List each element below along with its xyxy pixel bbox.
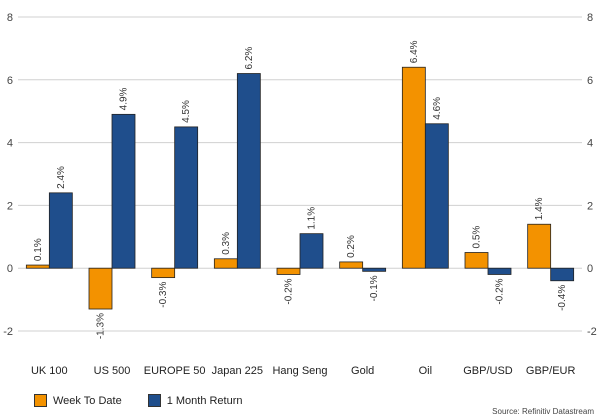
data-label: 0.5% — [472, 226, 483, 249]
data-label: 6.4% — [409, 40, 420, 63]
data-label: 1.4% — [534, 197, 545, 220]
data-label: 6.2% — [244, 47, 255, 70]
source-note: Source: Refinitiv Datastream — [492, 407, 594, 416]
y-tick-label: 0 — [7, 263, 13, 275]
bar-week-to-date — [464, 252, 489, 269]
legend-label-1-month-return: 1 Month Return — [166, 394, 243, 407]
y-tick-label: 2 — [7, 200, 13, 212]
bar-week-to-date — [151, 267, 176, 279]
legend-label-week-to-date: Week To Date — [53, 394, 122, 407]
bar-week-to-date — [25, 264, 50, 269]
y-tick-label: 4 — [587, 138, 593, 150]
y-tick-label: 0 — [587, 263, 593, 275]
data-label: -0.4% — [557, 285, 568, 311]
data-label: -0.2% — [495, 278, 506, 304]
x-category-label: US 500 — [94, 365, 131, 377]
data-label: -1.3% — [96, 313, 107, 339]
data-label: -0.2% — [284, 278, 295, 304]
x-category-label: Oil — [419, 365, 432, 377]
bar-week-to-date — [339, 261, 364, 269]
x-category-label: GBP/EUR — [526, 365, 576, 377]
data-labels: 0.1% 2.4% -1.3% 4.9% -0.3% 4.5% 0.3% 6.2% -0.2% 1… — [33, 40, 568, 339]
y-tick-label: 8 — [587, 12, 593, 24]
legend: Week To Date 1 Month Return — [34, 394, 243, 407]
bar-1-month-return — [424, 123, 449, 269]
data-label: 0.2% — [346, 235, 357, 258]
bar-week-to-date — [527, 223, 552, 269]
data-label: -0.3% — [158, 282, 169, 308]
bar-1-month-return — [111, 113, 136, 269]
data-label: 2.4% — [56, 166, 67, 189]
data-label: 4.5% — [181, 100, 192, 123]
x-category-label: Gold — [351, 365, 374, 377]
bar-week-to-date — [401, 66, 426, 269]
legend-item-week-to-date: Week To Date — [34, 394, 122, 407]
data-label: 4.6% — [432, 97, 443, 120]
x-category-label: EUROPE 50 — [144, 365, 206, 377]
y-tick-label: 4 — [7, 138, 13, 150]
bar-1-month-return — [174, 126, 199, 269]
x-axis-categories: UK 100 US 500 EUROPE 50 Japan 225 Hang Seng G… — [31, 365, 575, 377]
legend-swatch-1-month-return — [147, 394, 161, 407]
y-axis-left: -2 0 2 4 6 8 — [3, 12, 13, 338]
data-label: 4.9% — [119, 87, 130, 110]
data-label: 0.3% — [221, 232, 232, 255]
data-label: -0.1% — [369, 275, 380, 301]
bar-1-month-return — [487, 267, 512, 275]
legend-swatch-week-to-date — [34, 394, 47, 407]
y-tick-label: 2 — [587, 200, 593, 212]
bar-1-month-return — [362, 267, 387, 272]
bar-1-month-return — [299, 233, 324, 269]
x-category-label: GBP/USD — [463, 365, 513, 377]
y-tick-label: -2 — [587, 326, 597, 338]
data-label: 1.1% — [307, 207, 318, 230]
bar-week-to-date — [88, 267, 113, 310]
x-category-label: Hang Seng — [272, 365, 327, 377]
bar-1-month-return — [236, 73, 261, 269]
y-tick-label: 6 — [587, 75, 593, 87]
y-tick-label: 6 — [7, 75, 13, 87]
bars — [25, 66, 575, 310]
bar-week-to-date — [276, 267, 301, 275]
y-axis-right: -2 0 2 4 6 8 — [587, 12, 597, 338]
bar-1-month-return — [48, 192, 73, 269]
y-tick-label: 8 — [7, 12, 13, 24]
x-category-label: Japan 225 — [212, 365, 263, 377]
bar-week-to-date — [213, 258, 238, 269]
data-label: 0.1% — [33, 238, 44, 261]
x-category-label: UK 100 — [31, 365, 68, 377]
bar-chart: -2 0 2 4 6 8 -2 0 2 4 6 8 UK 100 US 500 EUROPE 50 Jap… — [3, 12, 597, 377]
legend-item-1-month-return: 1 Month Return — [147, 394, 243, 407]
y-tick-label: -2 — [3, 326, 13, 338]
bar-1-month-return — [550, 267, 575, 282]
